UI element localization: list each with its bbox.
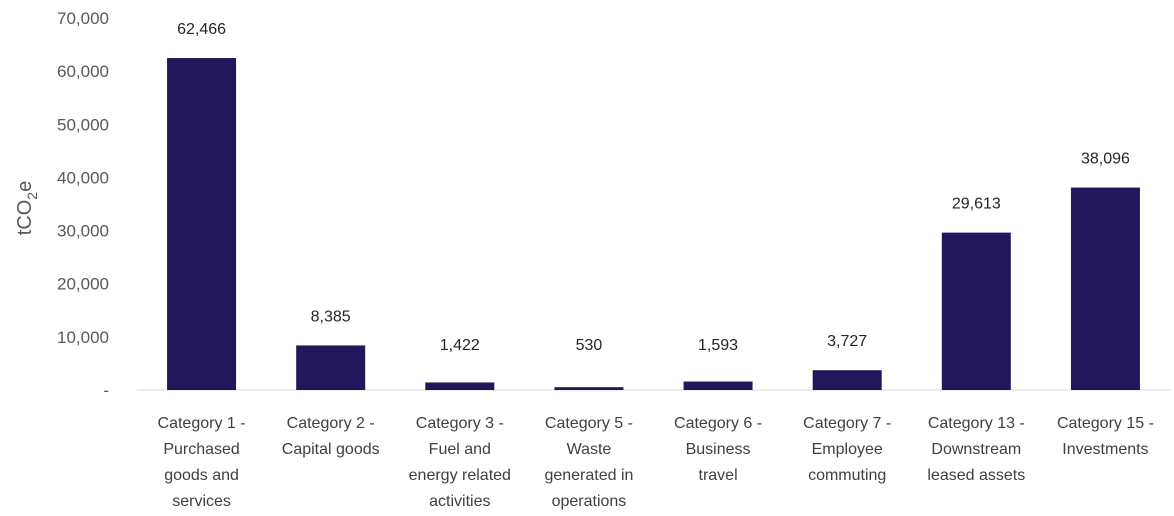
x-category-label: Category 13 - Downstream leased assets [927, 415, 1025, 484]
data-label: 1,593 [698, 337, 738, 354]
x-category-label-line: Category 3 - [416, 415, 504, 432]
x-category-label-line: Category 15 - [1057, 415, 1154, 432]
x-category-label-line: energy related [409, 467, 511, 484]
data-label: 38,096 [1081, 151, 1130, 168]
x-category-label-line: Capital goods [282, 441, 380, 458]
x-category-label-line: commuting [808, 467, 886, 484]
data-label: 3,727 [827, 333, 867, 350]
x-category-label-line: Category 7 - [803, 415, 891, 432]
x-category-label-line: activities [429, 493, 490, 510]
bar [812, 370, 882, 390]
data-label: 1,422 [440, 337, 480, 354]
x-category-label-line: Category 6 - [674, 415, 762, 432]
bar [425, 382, 495, 390]
y-tick-label: 40,000 [57, 168, 109, 187]
data-label: 8,385 [311, 308, 351, 325]
x-axis-labels: Category 1 -Purchased goods and servicesCa… [158, 415, 1154, 510]
y-axis-title: tCO2e [14, 181, 40, 235]
x-category-label-line: goods and [164, 467, 239, 484]
y-axis-title-text: tCO2e [14, 181, 40, 235]
y-axis-title-subscript: 2 [24, 192, 40, 200]
y-tick-label: - [103, 381, 109, 400]
x-category-label-line: Downstream [931, 441, 1021, 458]
y-tick-label: 20,000 [57, 275, 109, 294]
x-category-label-line: Waste [567, 441, 612, 458]
x-category-label: Category 3 - Fuel and energy related activi… [409, 415, 511, 510]
x-category-label-line: Category 13 - [928, 415, 1025, 432]
x-category-label-line: Business [686, 441, 751, 458]
data-label: 62,466 [177, 21, 226, 38]
y-axis-title-main: tCO [14, 200, 36, 236]
x-category-label: Category 7 - Employee commuting [803, 415, 891, 484]
data-label: 29,613 [952, 196, 1001, 213]
x-category-label-line: operations [552, 493, 627, 510]
bar [1070, 187, 1140, 390]
bars [167, 58, 1140, 390]
data-label: 530 [576, 337, 603, 354]
x-category-label-line: generated in [544, 467, 633, 484]
bar [941, 232, 1011, 390]
bar [296, 345, 366, 390]
x-category-label-line: Category 2 - [287, 415, 375, 432]
y-axis-ticks: - 10,000 20,000 30,000 40,000 50,000 60,000 70,… [57, 9, 109, 400]
y-tick-label: 30,000 [57, 222, 109, 241]
x-category-label-line: leased assets [927, 467, 1025, 484]
x-category-label: Category 6 - Business travel [674, 415, 762, 484]
x-category-label: Category 1 - Purchased goods and services [158, 415, 246, 510]
bar [554, 387, 624, 390]
x-category-label-line: Purchased [163, 441, 240, 458]
x-category-label-line: Fuel and [429, 441, 491, 458]
y-tick-label: 70,000 [57, 9, 109, 28]
bar [683, 381, 753, 390]
x-category-label: Category 2 - Capital goods [282, 415, 380, 458]
bar [167, 58, 237, 390]
y-tick-label: 10,000 [57, 328, 109, 347]
x-category-label: Category 5 - Waste generated in operations [544, 415, 633, 510]
x-category-label-line: services [172, 493, 231, 510]
x-category-label-line: Category 1 - [158, 415, 246, 432]
x-category-label-line: Employee [812, 441, 883, 458]
x-category-label: Category 15 - Investments [1057, 415, 1154, 458]
x-category-label-line: Category 5 - [545, 415, 633, 432]
y-axis-title-tail: e [14, 181, 36, 192]
x-category-label-line: Investments [1062, 441, 1148, 458]
data-labels: 62,466 8,385 1,422 530 1,593 3,727 29,613 38,09… [177, 21, 1130, 354]
y-tick-label: 50,000 [57, 115, 109, 134]
y-tick-label: 60,000 [57, 62, 109, 81]
x-category-label-line: travel [699, 467, 738, 484]
